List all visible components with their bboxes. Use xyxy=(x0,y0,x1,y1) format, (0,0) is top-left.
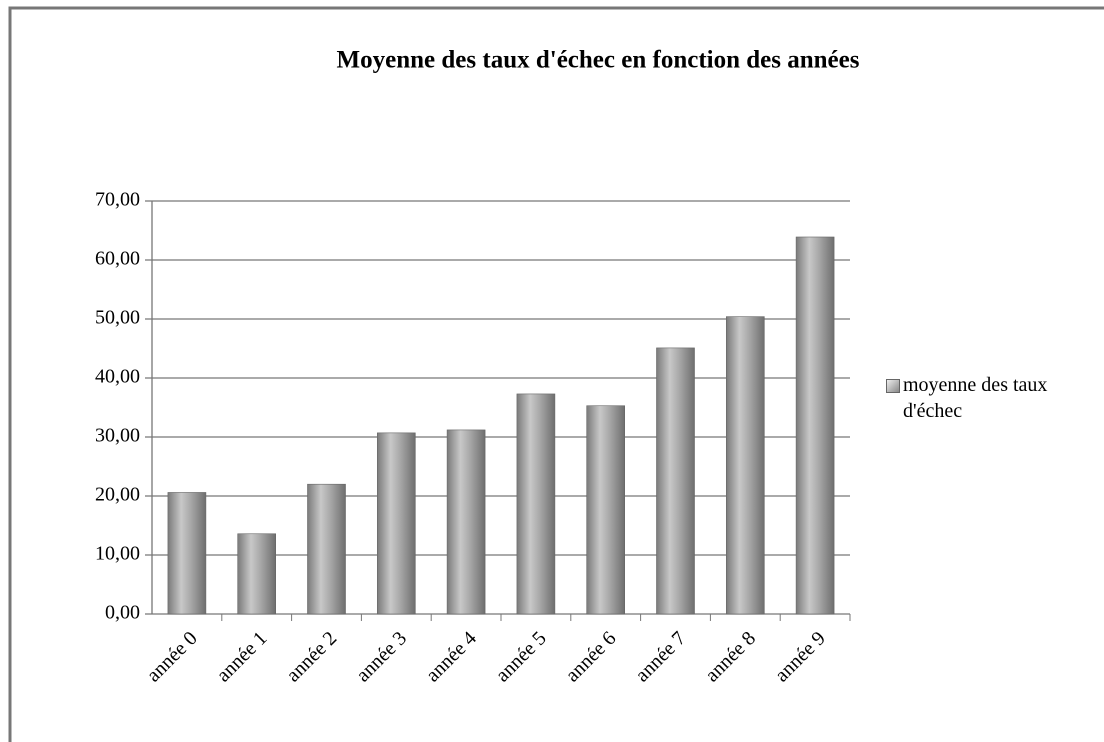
bar xyxy=(795,236,835,615)
x-tick-label: année 7 xyxy=(631,627,690,686)
y-tick-label: 70,00 xyxy=(95,189,140,211)
y-tick-label: 0,00 xyxy=(105,602,140,624)
bar xyxy=(516,393,556,615)
y-tick-label: 60,00 xyxy=(95,248,140,270)
bar xyxy=(307,483,346,615)
x-tick-label: année 6 xyxy=(561,627,620,686)
x-tick-label: année 0 xyxy=(143,627,202,686)
bar xyxy=(237,533,276,615)
y-tick-label: 30,00 xyxy=(95,425,140,447)
bar xyxy=(446,429,486,615)
x-tick-label: année 2 xyxy=(282,627,341,686)
bar xyxy=(586,405,626,615)
chart-frame xyxy=(8,6,1104,742)
legend-swatch xyxy=(886,379,900,393)
legend-label: moyenne des taux d'échec xyxy=(903,374,1048,422)
x-tick-label: année 8 xyxy=(701,627,760,686)
bar xyxy=(167,492,207,615)
x-tick-label: année 5 xyxy=(492,627,551,686)
y-tick-label: 10,00 xyxy=(95,543,140,565)
y-tick-label: 20,00 xyxy=(95,484,140,506)
legend: moyenne des taux d'échec xyxy=(886,372,1056,424)
x-tick-label: année 1 xyxy=(212,627,271,686)
y-tick-label: 40,00 xyxy=(95,366,140,388)
y-tick-label: 50,00 xyxy=(95,307,140,329)
chart-title: Moyenne des taux d'échec en fonction des… xyxy=(337,47,860,74)
x-tick-label: année 3 xyxy=(352,627,411,686)
bar xyxy=(656,347,695,615)
bar xyxy=(725,316,765,615)
x-tick-label: année 9 xyxy=(771,627,830,686)
bar xyxy=(376,432,416,615)
x-tick-label: année 4 xyxy=(422,627,481,686)
